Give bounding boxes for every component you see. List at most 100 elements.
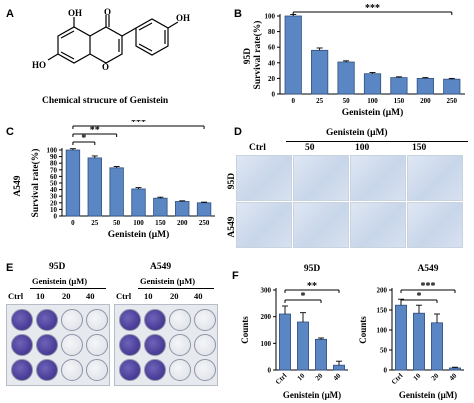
plate-a549-header: Genistein (μM) (140, 276, 196, 286)
bar-150 (153, 197, 168, 217)
bar-0 (65, 149, 81, 217)
atom-carbonyl-o: O (104, 8, 111, 17)
plate-well (61, 334, 83, 356)
plate-a549-title: A549 (150, 262, 172, 272)
y-tick-label: 150 (377, 307, 388, 315)
x-tick-label: 200 (420, 97, 431, 105)
micrograph-header: Genistein (μM) (326, 128, 388, 138)
micrograph-col-ctrl: Ctrl (249, 143, 266, 153)
plate-a549-col-20: 20 (170, 291, 179, 301)
bar-250 (196, 202, 212, 217)
plate-well (61, 359, 83, 381)
bar-Ctrl (395, 304, 407, 371)
micrograph-col-150: 150 (412, 143, 427, 153)
bar-10 (413, 312, 425, 371)
x-axis-title: Genistein (μM) (342, 107, 404, 118)
panel-letter-e: E (6, 262, 14, 274)
plate-well (169, 309, 191, 331)
plate-well (144, 309, 166, 331)
significance-label: *** (365, 4, 380, 14)
x-tick-label: 200 (177, 219, 188, 227)
y-tick-label: 0 (268, 367, 272, 375)
bar-25 (311, 49, 329, 95)
y-tick-label: 50 (50, 180, 58, 188)
plate-well (36, 334, 58, 356)
x-tick-label: 0 (71, 219, 75, 227)
y-axis-title: Counts (240, 316, 250, 344)
bar-40 (333, 364, 345, 371)
plate-95d-col-ctrl: Ctrl (8, 291, 24, 301)
y-tick-label: 80 (50, 160, 58, 168)
x-tick-label: 250 (199, 219, 210, 227)
significance-label: *** (131, 120, 146, 128)
genistein-structure: OH O OH HO O (32, 8, 190, 72)
x-tick-label: 40 (448, 371, 459, 382)
micrograph-95d-100 (350, 155, 406, 201)
bar-250 (443, 78, 461, 95)
plate-a549-col-40: 40 (194, 291, 203, 301)
x-tick-label: 150 (394, 97, 405, 105)
significance-label: * (417, 291, 422, 302)
x-tick-label: 250 (447, 97, 458, 105)
bar-0 (284, 15, 302, 95)
plate-95d-title: 95D (49, 262, 66, 272)
x-axis-title: Genistein (μM) (283, 390, 341, 400)
y-tick-label: 80 (268, 28, 276, 36)
chart-title: A549 (13, 175, 23, 196)
micrograph-a549-50 (293, 202, 349, 248)
significance-label: ** (90, 125, 100, 136)
plate-well (194, 334, 216, 356)
bar-200 (416, 78, 434, 95)
plate-well (194, 359, 216, 381)
plate-95d (6, 304, 110, 386)
plate-well (36, 309, 58, 331)
x-axis-title: Genistein (μM) (108, 229, 170, 240)
atom-oh-right: OH (176, 13, 190, 23)
plate-well (144, 334, 166, 356)
plate-well (144, 359, 166, 381)
y-tick-label: 20 (50, 199, 58, 207)
micrograph-header-line (286, 141, 468, 142)
bar-100 (131, 188, 146, 217)
y-tick-label: 0 (384, 367, 388, 375)
micrograph-95d-ctrl (236, 155, 292, 201)
y-tick-label: 20 (268, 75, 276, 83)
plate-well (61, 309, 83, 331)
plate-well (11, 334, 33, 356)
x-tick-label: 100 (367, 97, 378, 105)
y-tick-label: 100 (261, 340, 272, 348)
plate-well (86, 359, 108, 381)
plate-well (119, 359, 141, 381)
bar-10 (297, 321, 309, 371)
plate-well (86, 334, 108, 356)
x-tick-label: 50 (343, 97, 351, 105)
micrograph-a549-150 (407, 202, 463, 248)
x-tick-label: 150 (155, 219, 166, 227)
plate-well (11, 359, 33, 381)
micrograph-a549-ctrl (236, 202, 292, 248)
chart-b: 0 20 40 60 80 100 0 25 50 100 150 200 250 *** Genistei… (243, 4, 465, 118)
atom-ring-o: O (102, 62, 109, 72)
atom-oh-top: OH (68, 8, 82, 18)
y-tick-label: 90 (50, 153, 58, 161)
plate-95d-header-line (30, 288, 106, 289)
plate-well (36, 359, 58, 381)
y-tick-label: 0 (54, 213, 58, 221)
y-tick-label: 100 (47, 147, 58, 155)
y-tick-label: 300 (261, 287, 272, 295)
panel-letter-c: C (6, 126, 14, 138)
chart-title: 95D (304, 264, 321, 274)
micrograph-col-50: 50 (305, 143, 315, 153)
x-tick-label: Ctrl (274, 372, 288, 386)
y-tick-label: 70 (50, 166, 58, 174)
significance-label: * (81, 133, 86, 144)
plate-well (119, 334, 141, 356)
plate-well (169, 334, 191, 356)
micrograph-col-100: 100 (355, 143, 370, 153)
plate-a549-col-10: 10 (144, 291, 153, 301)
y-tick-label: 200 (377, 287, 388, 295)
significance-label: *** (421, 281, 436, 292)
y-tick-label: 0 (272, 91, 276, 99)
panel-letter-f: F (232, 270, 239, 282)
y-axis-title: Survival rate(%) (30, 149, 41, 218)
